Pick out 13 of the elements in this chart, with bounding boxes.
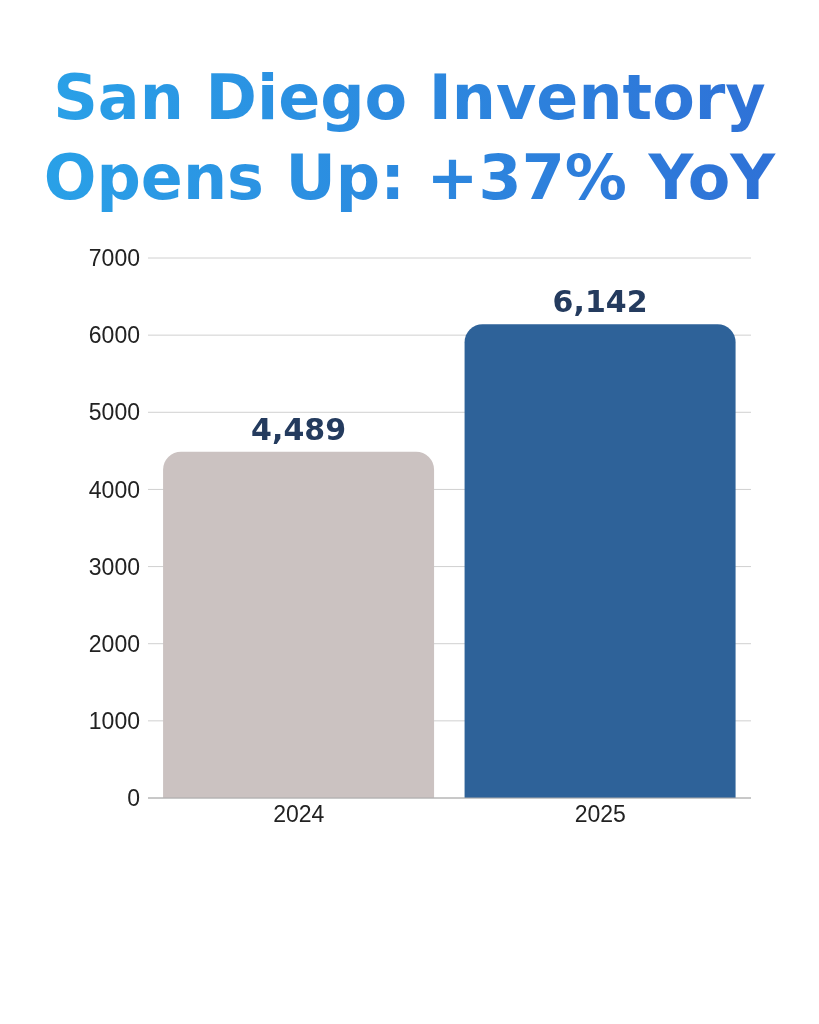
x-tick-label: 2025 <box>574 801 626 828</box>
y-tick-label: 5000 <box>88 399 140 426</box>
chart-title: San Diego Inventory Opens Up: +37% YoY <box>8 8 811 218</box>
x-tick-label: 2024 <box>273 801 325 828</box>
y-tick-label: 0 <box>127 785 140 812</box>
y-tick-label: 6000 <box>88 322 140 349</box>
data-label: 4,489 <box>251 411 347 447</box>
y-tick-label: 1000 <box>88 708 140 735</box>
y-tick-label: 3000 <box>88 553 140 580</box>
y-tick-label: 4000 <box>88 476 140 503</box>
y-tick-label: 7000 <box>88 245 140 272</box>
data-label: 6,142 <box>552 284 648 320</box>
y-tick-label: 2000 <box>88 630 140 657</box>
